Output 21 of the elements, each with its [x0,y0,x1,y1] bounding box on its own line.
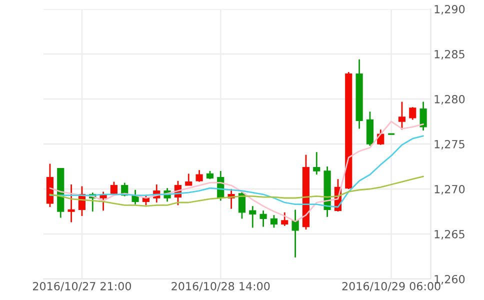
y-tick-label: 1,270 [434,184,465,195]
y-tick-label: 1,280 [434,94,465,105]
candlestick [398,101,406,130]
candlestick [68,184,75,223]
candlestick [110,181,118,196]
candlestick [196,169,203,182]
y-tick-label: 1,290 [434,4,465,15]
candlestick [313,151,320,176]
candlestick [292,209,299,258]
y-tick-label: 1,275 [434,140,464,150]
candlestick [185,173,192,186]
candlestick [409,106,416,120]
candlestick [281,212,288,227]
x-tick-label: 2016/10/28 14:00 [172,282,270,292]
y-tick-label: 1,285 [434,50,464,60]
candlestick [249,205,256,228]
candlestick [260,210,267,228]
candlestick [270,214,278,228]
y-tick-label: 1,265 [434,230,464,240]
candlestick [420,101,427,132]
x-tick-label: 2016/10/27 21:00 [32,282,132,292]
